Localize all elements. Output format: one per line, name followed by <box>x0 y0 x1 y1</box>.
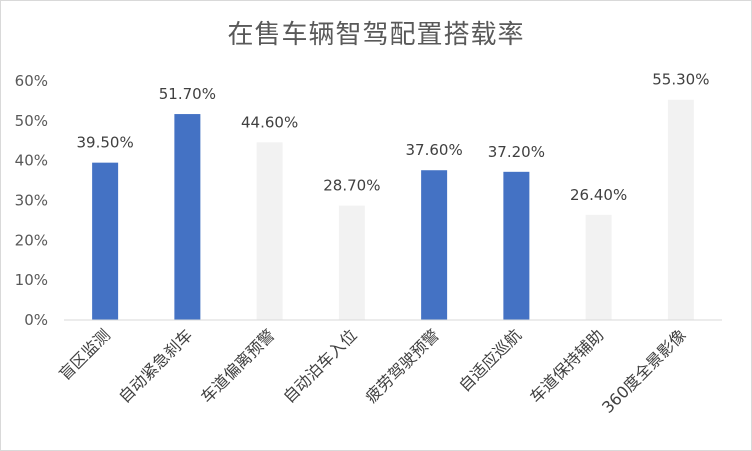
bar <box>256 142 283 320</box>
chart-title: 在售车辆智驾配置搭载率 <box>227 20 525 50</box>
y-tick-label: 10% <box>15 271 48 289</box>
data-label: 51.70% <box>159 85 216 103</box>
y-tick-label: 20% <box>15 231 48 249</box>
y-tick-label: 30% <box>15 192 48 210</box>
category-label: 疲劳驾驶预警 <box>362 325 443 406</box>
category-label: 自动泊车入位 <box>279 325 360 406</box>
data-label: 37.60% <box>406 141 463 159</box>
y-tick-label: 50% <box>15 112 48 130</box>
bar <box>174 114 201 320</box>
data-label: 55.30% <box>652 71 709 89</box>
category-label: 360度全景影像 <box>598 325 690 417</box>
bar <box>421 170 448 320</box>
bar <box>338 205 365 320</box>
bar <box>585 214 612 320</box>
data-label: 28.70% <box>323 177 380 195</box>
data-label: 44.60% <box>241 113 298 131</box>
category-label: 车道偏离预警 <box>197 325 278 406</box>
bar <box>503 171 530 320</box>
bar <box>92 162 119 320</box>
data-label: 39.50% <box>77 134 134 152</box>
y-tick-label: 0% <box>24 311 48 329</box>
category-label: 盲区监测 <box>55 325 114 384</box>
data-label: 26.40% <box>570 186 627 204</box>
category-label: 自动紧急刹车 <box>115 325 196 406</box>
y-tick-label: 40% <box>15 152 48 170</box>
y-tick-label: 60% <box>15 72 48 90</box>
category-label: 自适应巡航 <box>455 325 525 395</box>
data-label: 37.20% <box>488 143 545 161</box>
category-label: 车道保持辅助 <box>526 325 607 406</box>
bar <box>667 99 694 320</box>
